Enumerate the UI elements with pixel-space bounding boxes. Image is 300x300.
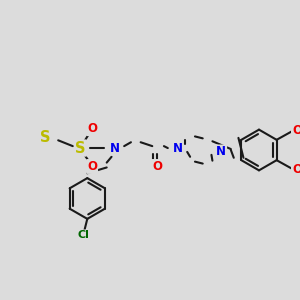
Text: N: N bbox=[172, 142, 182, 154]
Text: O: O bbox=[87, 122, 97, 135]
Text: S: S bbox=[75, 141, 86, 156]
Text: O: O bbox=[87, 160, 97, 173]
Text: O: O bbox=[292, 164, 300, 176]
Text: O: O bbox=[292, 124, 300, 136]
Text: N: N bbox=[110, 142, 119, 154]
Text: S: S bbox=[40, 130, 51, 145]
Text: O: O bbox=[152, 160, 162, 173]
Text: Cl: Cl bbox=[77, 230, 89, 240]
Text: N: N bbox=[216, 146, 226, 158]
Text: S: S bbox=[40, 131, 51, 146]
